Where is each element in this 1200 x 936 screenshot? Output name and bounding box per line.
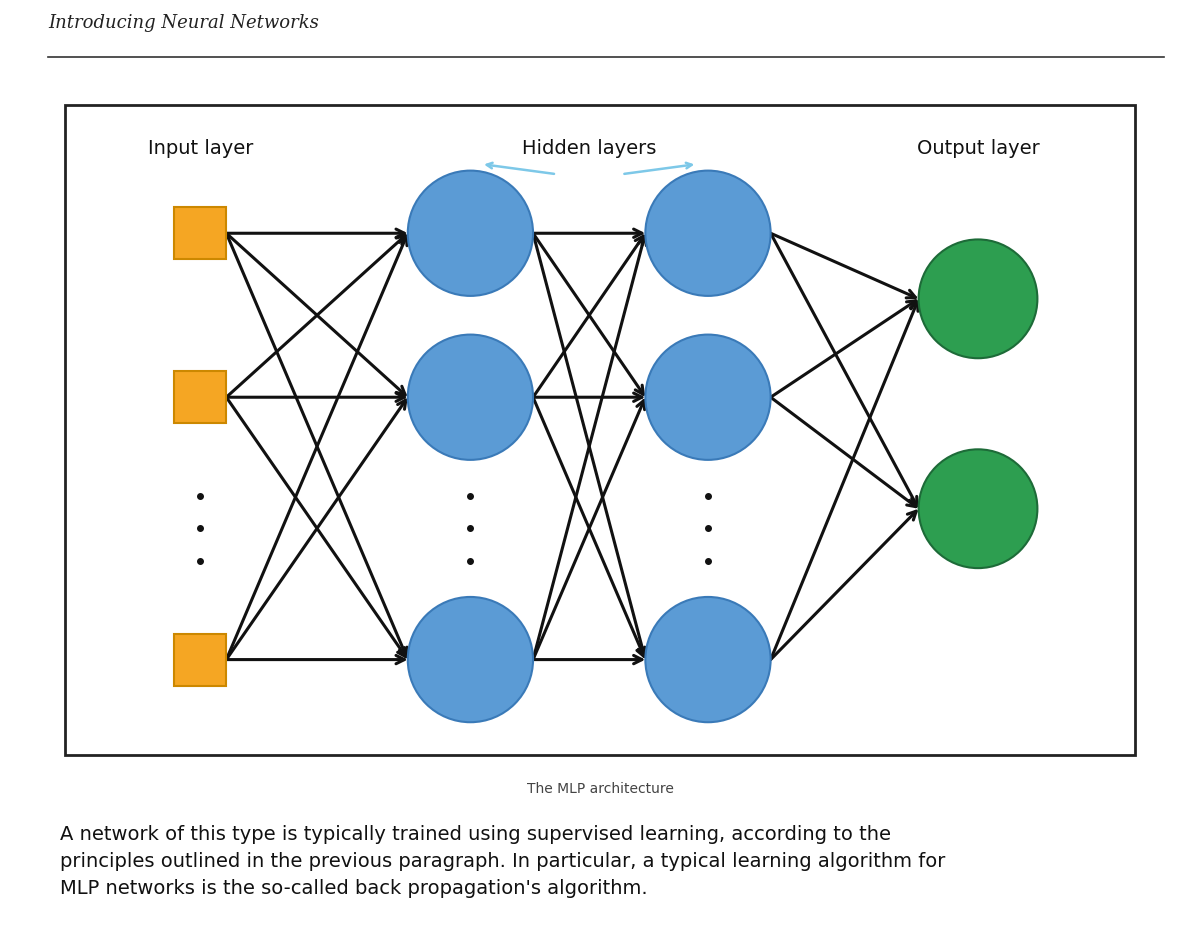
Ellipse shape <box>408 597 533 723</box>
FancyBboxPatch shape <box>174 372 227 424</box>
Text: Introducing Neural Networks: Introducing Neural Networks <box>48 14 319 32</box>
Ellipse shape <box>646 171 770 297</box>
FancyBboxPatch shape <box>174 208 227 260</box>
Text: Input layer: Input layer <box>148 139 253 158</box>
Text: A network of this type is typically trained using supervised learning, according: A network of this type is typically trai… <box>60 824 946 898</box>
Ellipse shape <box>408 171 533 297</box>
Ellipse shape <box>919 450 1038 568</box>
FancyBboxPatch shape <box>66 107 1135 754</box>
FancyBboxPatch shape <box>174 634 227 686</box>
Text: The MLP architecture: The MLP architecture <box>527 782 673 796</box>
Ellipse shape <box>408 335 533 461</box>
Text: Hidden layers: Hidden layers <box>522 139 656 158</box>
Ellipse shape <box>646 335 770 461</box>
Ellipse shape <box>646 597 770 723</box>
Text: Output layer: Output layer <box>917 139 1039 158</box>
Ellipse shape <box>919 241 1038 358</box>
